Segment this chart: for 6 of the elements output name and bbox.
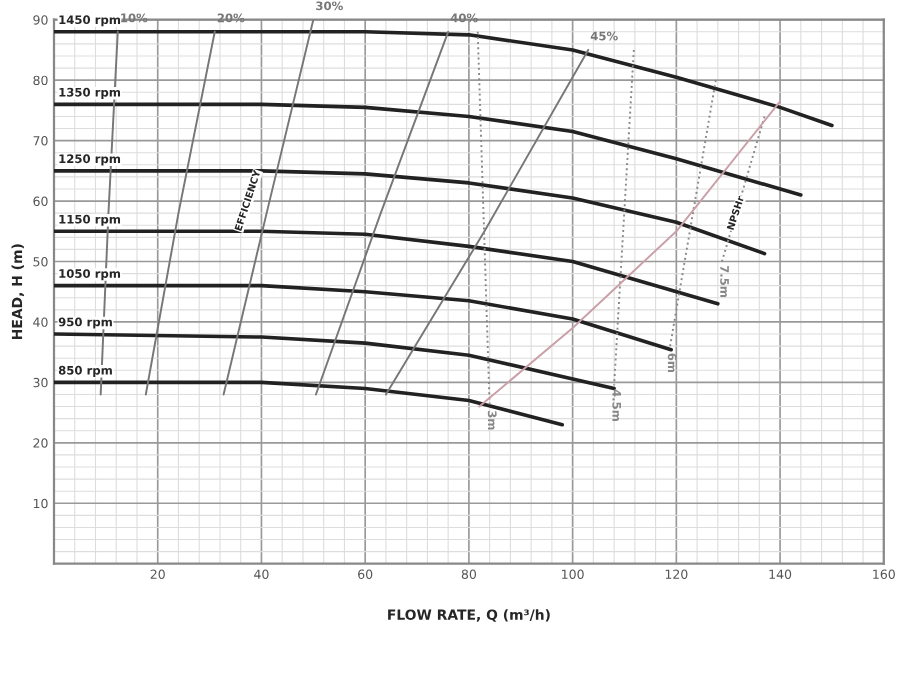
- line-series: [54, 283, 673, 352]
- line-series: [54, 332, 616, 391]
- line-series: [54, 169, 767, 256]
- line-series: [54, 229, 720, 306]
- line-series: [54, 380, 565, 427]
- line-series: [54, 30, 834, 128]
